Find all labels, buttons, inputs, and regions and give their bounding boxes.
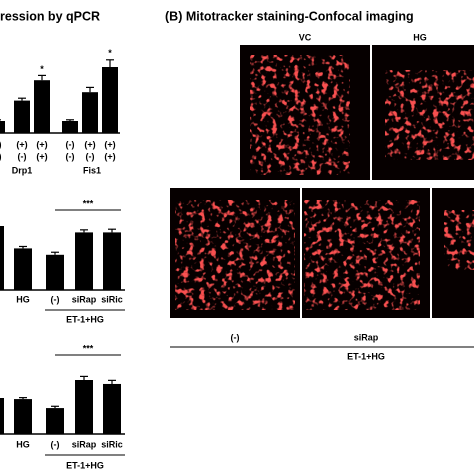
condition-label: (-) (66, 151, 75, 161)
image-label: VC (299, 32, 312, 42)
condition-label: (+) (84, 139, 95, 149)
bar (0, 121, 5, 133)
x-tick-label: siRic (101, 439, 123, 449)
cell (175, 200, 295, 310)
image-label: HG (413, 32, 427, 42)
x-tick-label: siRap (72, 439, 97, 449)
bar (14, 100, 30, 133)
x-tick-label: siRap (72, 294, 97, 304)
cell (250, 55, 350, 175)
group-label: ET-1+HG (347, 351, 385, 361)
x-tick-label: HG (16, 294, 30, 304)
condition-label: (+) (16, 139, 27, 149)
condition-label: (+) (36, 139, 47, 149)
significance-marker: * (40, 64, 44, 74)
bar (14, 399, 32, 434)
bar (34, 80, 50, 133)
micrographs (170, 45, 474, 318)
significance-marker: * (108, 48, 112, 58)
bracket-label: *** (83, 343, 94, 353)
bar (103, 383, 121, 434)
condition-label: (+) (104, 139, 115, 149)
image-label: (-) (231, 332, 240, 342)
condition-label: (+) (36, 151, 47, 161)
bar (0, 398, 4, 434)
bar (82, 92, 98, 133)
image-label: siRap (354, 332, 379, 342)
bar (103, 232, 121, 290)
bar (46, 254, 64, 290)
panel-a-title: ression by qPCR (0, 9, 100, 23)
bar (75, 380, 93, 434)
x-tick-label: (-) (51, 439, 60, 449)
condition-label: (-) (86, 151, 95, 161)
bar (75, 232, 93, 290)
condition-label: (+) (104, 151, 115, 161)
group-label: Drp1 (12, 165, 33, 175)
bar (62, 121, 78, 133)
x-tick-label: (-) (51, 294, 60, 304)
condition-label: (-) (0, 139, 2, 149)
cell (385, 70, 474, 160)
group-label: ET-1+HG (66, 314, 104, 324)
bracket-label: *** (83, 198, 94, 208)
panel-b-title: (B) Mitotracker staining-Confocal imagin… (165, 9, 414, 23)
cell (444, 210, 474, 270)
bar (46, 408, 64, 434)
condition-label: (-) (66, 139, 75, 149)
bar (0, 226, 4, 290)
cell (304, 200, 420, 310)
condition-label: (-) (18, 151, 27, 161)
x-tick-label: siRic (101, 294, 123, 304)
group-label: ET-1+HG (66, 460, 104, 470)
bar (14, 248, 32, 290)
bar (102, 67, 118, 133)
x-tick-label: HG (16, 439, 30, 449)
group-label: Fis1 (83, 165, 101, 175)
condition-label: (-) (0, 151, 2, 161)
